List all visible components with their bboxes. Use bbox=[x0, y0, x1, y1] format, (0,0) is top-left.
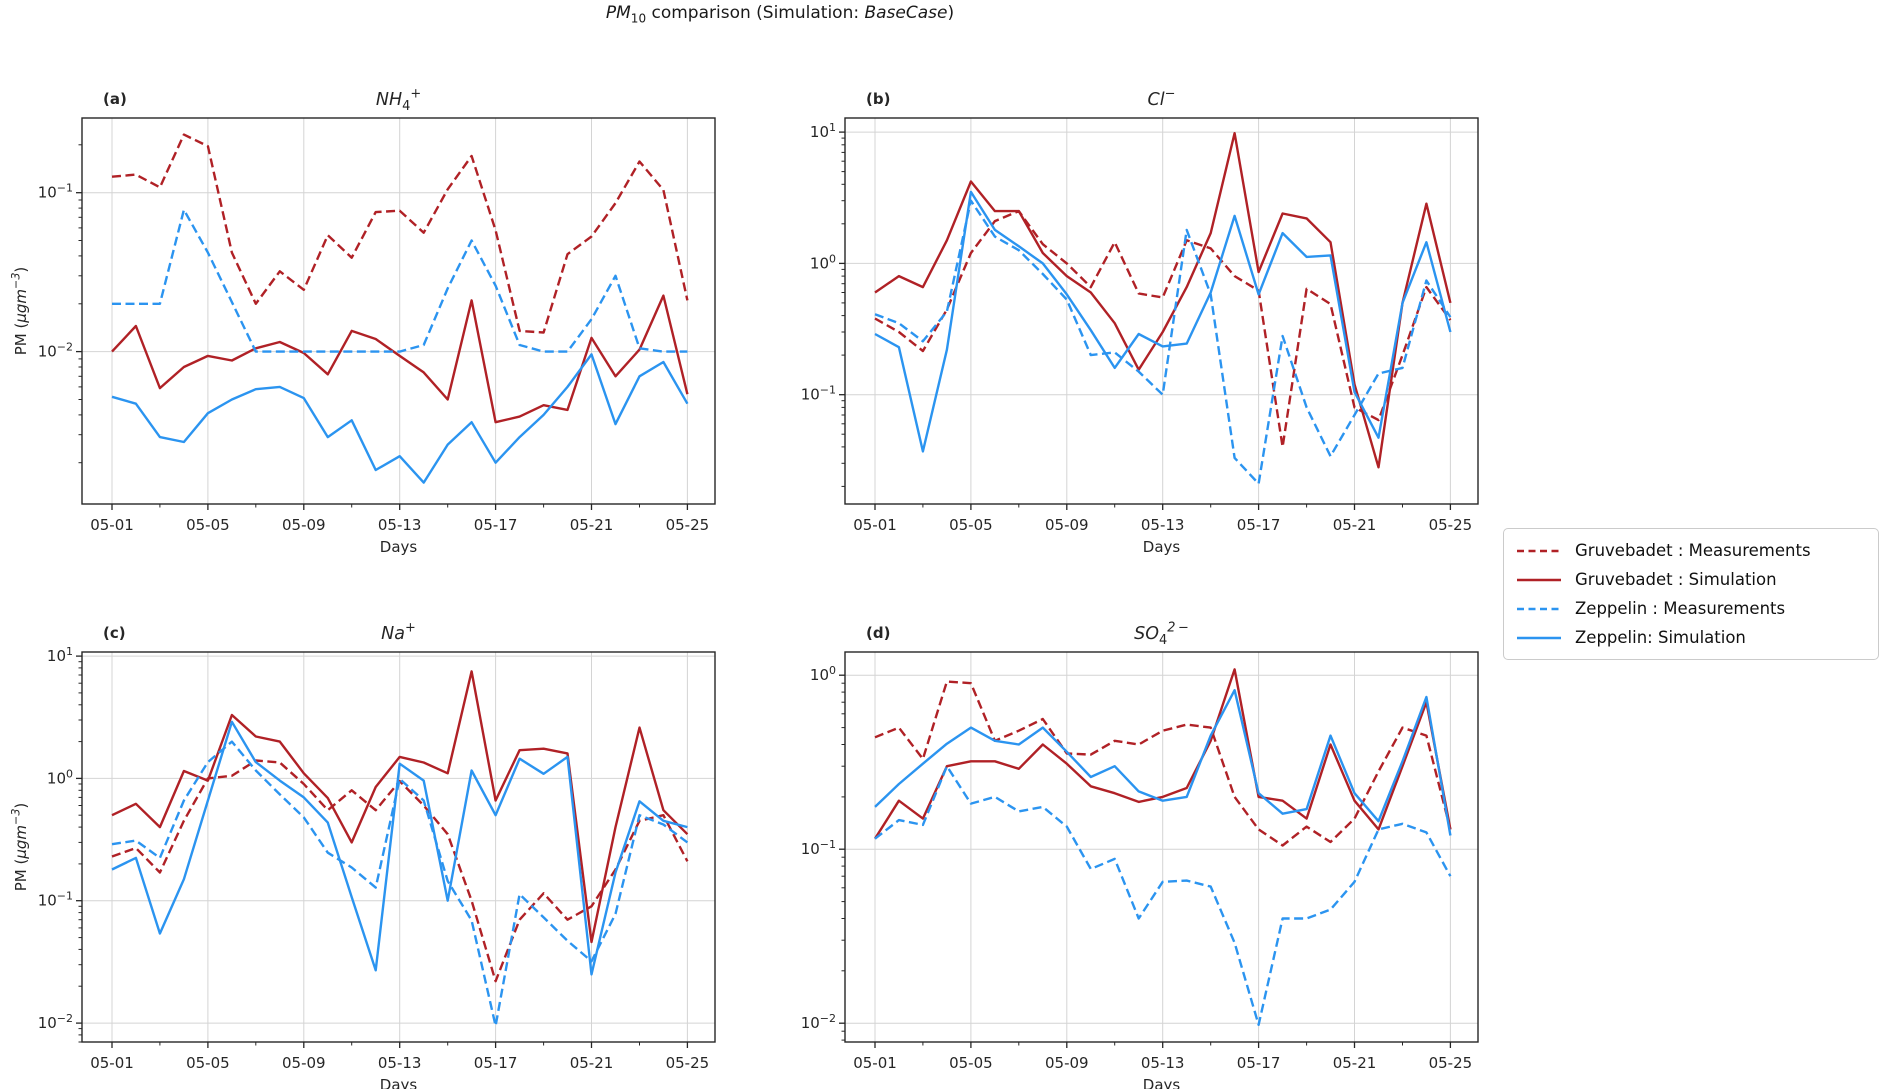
svg-text:05-17: 05-17 bbox=[474, 1054, 518, 1072]
series-gruvebadet-measurements bbox=[111, 133, 689, 334]
svg-text:10−2: 10−2 bbox=[801, 1012, 836, 1032]
svg-text:10−2: 10−2 bbox=[38, 1012, 73, 1032]
series-zeppelin-measurements bbox=[111, 740, 689, 1027]
y-axis-label: PM (μgm−3) bbox=[10, 803, 30, 892]
legend-label: Zeppelin: Simulation bbox=[1575, 628, 1746, 647]
legend-item-zeppelin-simulation: Zeppelin: Simulation bbox=[1516, 626, 1866, 649]
series-gruvebadet-simulation bbox=[111, 670, 689, 944]
svg-text:10−2: 10−2 bbox=[38, 341, 73, 361]
legend-label: Gruvebadet : Simulation bbox=[1575, 570, 1777, 589]
legend-label: Zeppelin : Measurements bbox=[1575, 599, 1786, 618]
svg-text:05-01: 05-01 bbox=[853, 516, 897, 534]
series-gruvebadet-measurements bbox=[874, 209, 1452, 449]
panel-label: (b) bbox=[866, 90, 890, 108]
svg-text:05-25: 05-25 bbox=[666, 1054, 710, 1072]
svg-text:05-25: 05-25 bbox=[1429, 516, 1473, 534]
legend-item-zeppelin-measurements: Zeppelin : Measurements bbox=[1516, 597, 1866, 620]
svg-text:05-17: 05-17 bbox=[1237, 1054, 1281, 1072]
svg-text:05-09: 05-09 bbox=[1045, 516, 1089, 534]
svg-text:05-09: 05-09 bbox=[282, 1054, 326, 1072]
legend-label: Gruvebadet : Measurements bbox=[1575, 541, 1811, 560]
series-zeppelin-simulation bbox=[874, 190, 1452, 453]
svg-text:05-05: 05-05 bbox=[949, 1054, 993, 1072]
series-zeppelin-simulation bbox=[111, 720, 688, 976]
svg-text:05-01: 05-01 bbox=[90, 516, 134, 534]
series-gruvebadet-simulation bbox=[873, 668, 1452, 840]
x-axis-label: Days bbox=[380, 1076, 418, 1089]
figure-title: PM10 comparison (Simulation: BaseCase) bbox=[605, 3, 955, 26]
solid-line-icon bbox=[1517, 636, 1561, 639]
svg-text:05-13: 05-13 bbox=[378, 516, 422, 534]
series-gruvebadet-simulation bbox=[874, 132, 1452, 469]
x-axis-label: Days bbox=[1143, 538, 1181, 556]
series-zeppelin-measurements bbox=[112, 208, 688, 353]
svg-text:05-21: 05-21 bbox=[1333, 1054, 1377, 1072]
series-zeppelin-simulation bbox=[111, 353, 689, 484]
svg-text:05-05: 05-05 bbox=[186, 1054, 230, 1072]
legend: Gruvebadet : Measurements Gruvebadet : S… bbox=[1503, 528, 1879, 660]
svg-text:05-25: 05-25 bbox=[1429, 1054, 1473, 1072]
svg-text:10−1: 10−1 bbox=[38, 182, 73, 202]
svg-text:05-17: 05-17 bbox=[474, 516, 518, 534]
svg-text:100: 100 bbox=[810, 664, 836, 684]
svg-text:05-01: 05-01 bbox=[853, 1054, 897, 1072]
svg-text:05-09: 05-09 bbox=[282, 516, 326, 534]
panel-label: (c) bbox=[103, 624, 126, 642]
svg-text:05-21: 05-21 bbox=[570, 1054, 614, 1072]
svg-text:05-13: 05-13 bbox=[1141, 1054, 1185, 1072]
series-zeppelin-measurements bbox=[874, 765, 1452, 1026]
legend-item-gruvebadet-measurements: Gruvebadet : Measurements bbox=[1516, 539, 1866, 562]
svg-text:05-17: 05-17 bbox=[1237, 516, 1281, 534]
svg-text:05-25: 05-25 bbox=[666, 516, 710, 534]
legend-item-gruvebadet-simulation: Gruvebadet : Simulation bbox=[1516, 568, 1866, 591]
subplot-title: SO42 − bbox=[1134, 621, 1189, 648]
series-zeppelin-measurements bbox=[874, 199, 1452, 485]
svg-text:05-09: 05-09 bbox=[1045, 1054, 1089, 1072]
subplot-title: Cl− bbox=[1148, 87, 1176, 110]
x-axis-label: Days bbox=[380, 538, 418, 556]
svg-text:05-13: 05-13 bbox=[378, 1054, 422, 1072]
svg-text:100: 100 bbox=[47, 767, 73, 787]
dashed-line-icon bbox=[1517, 607, 1561, 610]
subplot-title: Na+ bbox=[381, 621, 416, 644]
svg-text:101: 101 bbox=[47, 645, 73, 665]
svg-text:05-13: 05-13 bbox=[1141, 516, 1185, 534]
panel-label: (d) bbox=[866, 624, 890, 642]
svg-text:10−1: 10−1 bbox=[38, 890, 73, 910]
solid-line-icon bbox=[1517, 578, 1561, 581]
series-gruvebadet-simulation bbox=[111, 294, 689, 424]
subplot-title: NH4+ bbox=[376, 87, 421, 114]
panel-label: (a) bbox=[103, 90, 127, 108]
y-axis-label: PM (μgm−3) bbox=[10, 267, 30, 356]
svg-text:05-21: 05-21 bbox=[1333, 516, 1377, 534]
svg-text:05-01: 05-01 bbox=[90, 1054, 134, 1072]
svg-text:10−1: 10−1 bbox=[801, 384, 836, 404]
svg-text:05-21: 05-21 bbox=[570, 516, 614, 534]
svg-text:05-05: 05-05 bbox=[949, 516, 993, 534]
svg-text:100: 100 bbox=[810, 252, 836, 272]
dashed-line-icon bbox=[1517, 549, 1561, 552]
series-gruvebadet-measurements bbox=[874, 680, 1452, 847]
x-axis-label: Days bbox=[1143, 1076, 1181, 1089]
svg-text:05-05: 05-05 bbox=[186, 516, 230, 534]
svg-text:101: 101 bbox=[810, 121, 836, 141]
series-zeppelin-simulation bbox=[874, 689, 1452, 836]
svg-text:10−1: 10−1 bbox=[801, 838, 836, 858]
